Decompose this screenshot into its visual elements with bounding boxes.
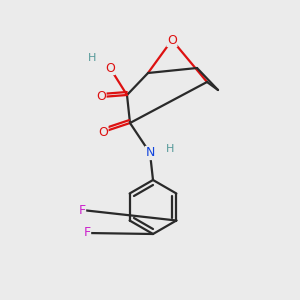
Text: H: H	[166, 144, 174, 154]
Text: F: F	[83, 226, 91, 239]
Text: F: F	[78, 203, 85, 217]
Text: H: H	[88, 53, 96, 63]
Text: O: O	[96, 91, 106, 103]
Text: O: O	[167, 34, 177, 46]
Text: O: O	[98, 125, 108, 139]
Text: N: N	[145, 146, 155, 160]
Text: O: O	[105, 61, 115, 74]
